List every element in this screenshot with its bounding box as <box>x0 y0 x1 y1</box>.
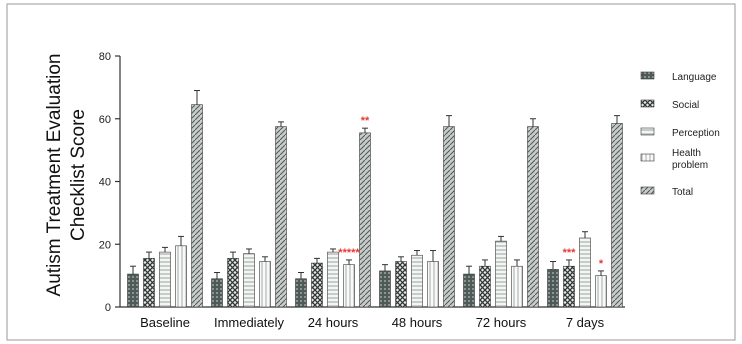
bar-health-problem-immediately <box>259 261 271 308</box>
legend-label-health-problem-line-2: problem <box>672 160 708 171</box>
bar-perception-7-days <box>579 237 591 308</box>
bar-health-problem-24-hours <box>343 264 355 308</box>
significance-mark-2: *** <box>563 247 577 259</box>
legend-swatch-total <box>640 186 655 195</box>
figure-border <box>6 3 736 341</box>
y-tick-label-40: 40 <box>99 177 111 189</box>
bar-language-7-days <box>547 269 559 308</box>
bar-total-baseline <box>191 104 203 308</box>
x-tick-label-48-hours: 48 hours <box>392 315 443 330</box>
bar-social-24-hours <box>311 262 323 308</box>
significance-mark-0: ** <box>361 115 370 127</box>
legend-swatch-language <box>640 71 655 80</box>
significance-annotations: ******* **** <box>338 115 604 270</box>
legend-label-perception: Perception <box>672 128 720 139</box>
bar-perception-48-hours <box>411 254 423 308</box>
y-axis-label-group: Autism Treatment Evaluation Checklist Sc… <box>44 54 89 297</box>
x-tick-label-7-days: 7 days <box>566 315 605 330</box>
x-tick-label-72-hours: 72 hours <box>476 315 527 330</box>
x-tick-labels: Baseline Immediately 24 hours 48 hours 72 ho… <box>140 315 605 330</box>
legend-label-social: Social <box>672 100 699 111</box>
bars <box>127 90 623 308</box>
bar-social-7-days <box>563 265 575 308</box>
legend-label-total: Total <box>672 187 693 198</box>
bar-perception-immediately <box>243 253 255 308</box>
bar-total-72-hours <box>527 126 539 308</box>
bar-health-problem-7-days <box>595 275 607 308</box>
y-tick-label-0: 0 <box>105 302 111 314</box>
axes: 0 20 40 60 80 <box>99 51 625 314</box>
bar-total-24-hours <box>359 132 371 308</box>
bar-language-72-hours <box>463 273 475 308</box>
legend-label-language: Language <box>672 72 717 83</box>
bar-perception-baseline <box>159 251 171 308</box>
bar-social-baseline <box>143 258 155 308</box>
bar-language-baseline <box>127 273 139 308</box>
y-tick-label-80: 80 <box>99 51 111 63</box>
legend-swatch-perception <box>640 127 655 136</box>
legend-label-health-problem-line-1: Health <box>672 148 701 159</box>
y-axis-label-line-1: Autism Treatment Evaluation <box>44 54 65 297</box>
bar-language-48-hours <box>379 270 391 308</box>
y-axis-label-line-2: Checklist Score <box>68 109 89 241</box>
bar-total-48-hours <box>443 126 455 308</box>
bar-perception-24-hours <box>327 251 339 308</box>
y-tick-label-60: 60 <box>99 114 111 126</box>
legend-swatch-social <box>640 99 655 108</box>
significance-mark-1: ***** <box>338 247 360 259</box>
bar-health-problem-baseline <box>175 245 187 308</box>
significance-mark-3: * <box>599 258 604 270</box>
bar-social-immediately <box>227 258 239 308</box>
bar-total-immediately <box>275 126 287 308</box>
bar-perception-72-hours <box>495 240 507 308</box>
x-tick-label-24-hours: 24 hours <box>308 315 359 330</box>
bar-total-7-days <box>611 123 623 308</box>
bar-health-problem-48-hours <box>427 261 439 308</box>
x-tick-label-baseline: Baseline <box>140 315 190 330</box>
bar-social-72-hours <box>479 265 491 308</box>
legend-swatch-health-problem <box>640 153 655 162</box>
y-tick-label-20: 20 <box>99 239 111 251</box>
bar-health-problem-72-hours <box>511 265 523 308</box>
bar-language-immediately <box>211 278 223 308</box>
bar-language-24-hours <box>295 278 307 308</box>
bar-social-48-hours <box>395 261 407 308</box>
x-tick-label-immediately: Immediately <box>214 315 285 330</box>
